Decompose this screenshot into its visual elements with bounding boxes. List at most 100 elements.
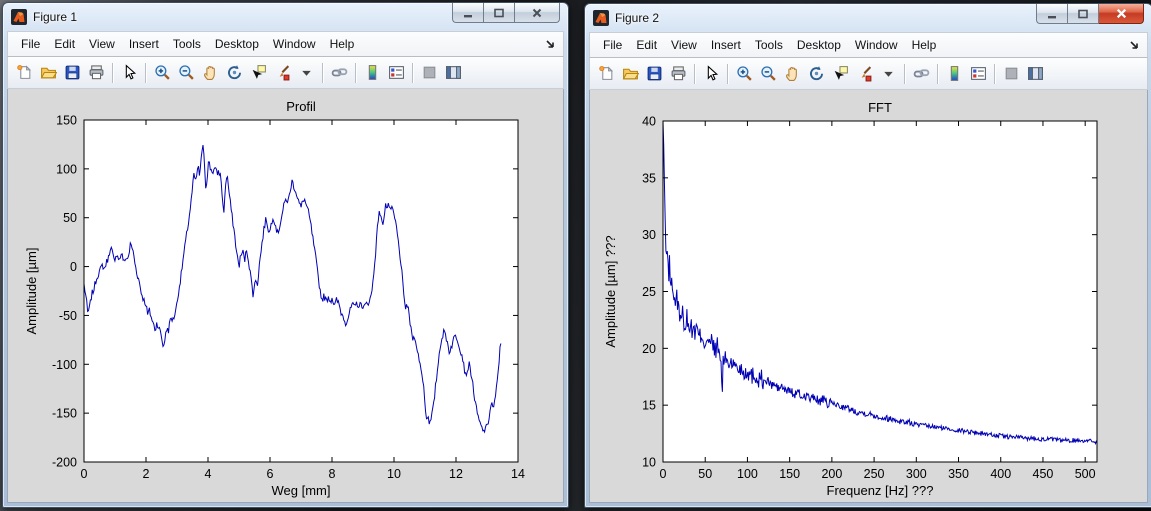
minimize-button[interactable]: [452, 3, 483, 23]
print-button[interactable]: [666, 62, 690, 86]
menu-item-tools[interactable]: Tools: [172, 37, 201, 51]
maximize-button[interactable]: [1067, 4, 1099, 24]
profile-chart: 0 2 4 6 8 10 12 14 -200 -150 -100 -50 0 50 100 150 Profi…: [24, 99, 525, 498]
close-button[interactable]: [1099, 4, 1144, 24]
toolbar-separator: [727, 63, 728, 84]
menu-item-view[interactable]: View: [89, 37, 115, 51]
open-folder-button[interactable]: [618, 62, 642, 86]
toolbar-separator: [994, 63, 995, 84]
brush-button[interactable]: [852, 62, 876, 86]
pan-button[interactable]: [780, 62, 804, 86]
figure1-window: Figure 1 File Edit View Insert Tools Desktop W…: [2, 2, 569, 508]
data-cursor-icon: [834, 66, 848, 80]
close-button[interactable]: [515, 3, 560, 23]
menu-item-help[interactable]: Help: [911, 38, 937, 52]
rotate-3d-icon: [227, 65, 241, 80]
toolbar-separator: [904, 63, 905, 84]
toolbar-separator: [694, 63, 695, 84]
y-tick-label: -200: [52, 456, 77, 470]
brush-dropdown-button[interactable]: [876, 62, 900, 86]
plottools-hide-button[interactable]: [999, 62, 1023, 86]
menu-overflow-icon[interactable]: [545, 37, 557, 49]
menu-item-window[interactable]: Window: [272, 37, 316, 51]
series-line: [83, 145, 502, 434]
legend-icon: [970, 67, 986, 80]
y-tick-label: 0: [70, 260, 77, 274]
pan-button[interactable]: [198, 61, 222, 85]
save-button[interactable]: [642, 62, 666, 86]
data-cursor-icon: [252, 65, 266, 79]
print-button[interactable]: [84, 61, 108, 85]
save-button[interactable]: [60, 61, 84, 85]
menu-item-window[interactable]: Window: [854, 38, 898, 52]
maximize-button[interactable]: [483, 3, 515, 23]
rotate-3d-button[interactable]: [222, 61, 246, 85]
pointer-icon: [125, 64, 136, 80]
chart-title: Profil: [286, 99, 316, 114]
rotate-3d-button[interactable]: [804, 62, 828, 86]
y-tick-label: 40: [642, 115, 656, 129]
chart-title: FFT: [868, 100, 892, 115]
y-tick-label: 10: [642, 456, 656, 470]
figure2-canvas: 0 50 100 150 200 250 300 350 400 450 500 10 15 20 25 30…: [589, 90, 1148, 503]
brush-button[interactable]: [270, 61, 294, 85]
zoom-in-button[interactable]: [732, 62, 756, 86]
x-tick-label: 12: [449, 467, 463, 481]
colorbar-button[interactable]: [942, 62, 966, 86]
new-file-button[interactable]: [594, 62, 618, 86]
menu-item-desktop[interactable]: Desktop: [796, 38, 841, 52]
zoom-out-button[interactable]: [756, 62, 780, 86]
x-tick-label: 14: [511, 467, 525, 481]
figure1-titlebar[interactable]: Figure 1: [3, 3, 568, 31]
plottools-hide-button[interactable]: [417, 61, 441, 85]
link-plots-button[interactable]: [327, 61, 351, 85]
minimize-button[interactable]: [1036, 4, 1067, 24]
x-tick-label: 200: [821, 467, 842, 481]
pointer-button[interactable]: [117, 61, 141, 85]
toolbar-separator: [322, 62, 323, 83]
y-axis-label: Amplitude [µm] ???: [603, 235, 618, 347]
pointer-button[interactable]: [699, 62, 723, 86]
menu-item-tools[interactable]: Tools: [754, 38, 783, 52]
plottools-hide-icon: [423, 66, 435, 79]
open-folder-button[interactable]: [36, 61, 60, 85]
data-cursor-button[interactable]: [828, 62, 852, 86]
matlab-icon: [11, 9, 27, 25]
new-file-icon: [16, 65, 31, 79]
menu-item-desktop[interactable]: Desktop: [214, 37, 259, 51]
x-tick-label: 6: [267, 467, 274, 481]
menu-item-edit[interactable]: Edit: [636, 38, 658, 52]
colorbar-button[interactable]: [360, 61, 384, 85]
zoom-in-button[interactable]: [150, 61, 174, 85]
zoom-out-button[interactable]: [174, 61, 198, 85]
data-cursor-button[interactable]: [246, 61, 270, 85]
x-tick-label: 50: [698, 467, 712, 481]
menu-item-help[interactable]: Help: [329, 37, 355, 51]
matlab-icon: [593, 10, 609, 26]
link-plots-button[interactable]: [909, 62, 933, 86]
menu-item-insert[interactable]: Insert: [710, 38, 741, 52]
figure2-titlebar[interactable]: Figure 2: [585, 4, 1151, 32]
toolbar-separator: [412, 62, 413, 83]
legend-button[interactable]: [966, 62, 990, 86]
menu-item-edit[interactable]: Edit: [54, 37, 76, 51]
menu-item-insert[interactable]: Insert: [128, 37, 159, 51]
legend-button[interactable]: [384, 61, 408, 85]
y-tick-label: 30: [642, 228, 656, 242]
x-tick-label: 500: [1075, 467, 1096, 481]
menu-item-file[interactable]: File: [21, 37, 41, 51]
menu-item-view[interactable]: View: [671, 38, 697, 52]
plottools-show-button[interactable]: [441, 61, 465, 85]
x-tick-label: 400: [990, 467, 1011, 481]
menu-overflow-icon[interactable]: [1129, 38, 1141, 50]
new-file-icon: [598, 66, 613, 80]
x-tick-label: 250: [864, 467, 885, 481]
new-file-button[interactable]: [12, 61, 36, 85]
open-folder-icon: [622, 68, 639, 80]
brush-dropdown-button[interactable]: [294, 61, 318, 85]
menu-item-file[interactable]: File: [603, 38, 623, 52]
print-icon: [671, 66, 685, 81]
plottools-show-button[interactable]: [1023, 62, 1047, 86]
window-title: Figure 1: [33, 10, 78, 24]
plottools-show-icon: [1027, 67, 1043, 80]
